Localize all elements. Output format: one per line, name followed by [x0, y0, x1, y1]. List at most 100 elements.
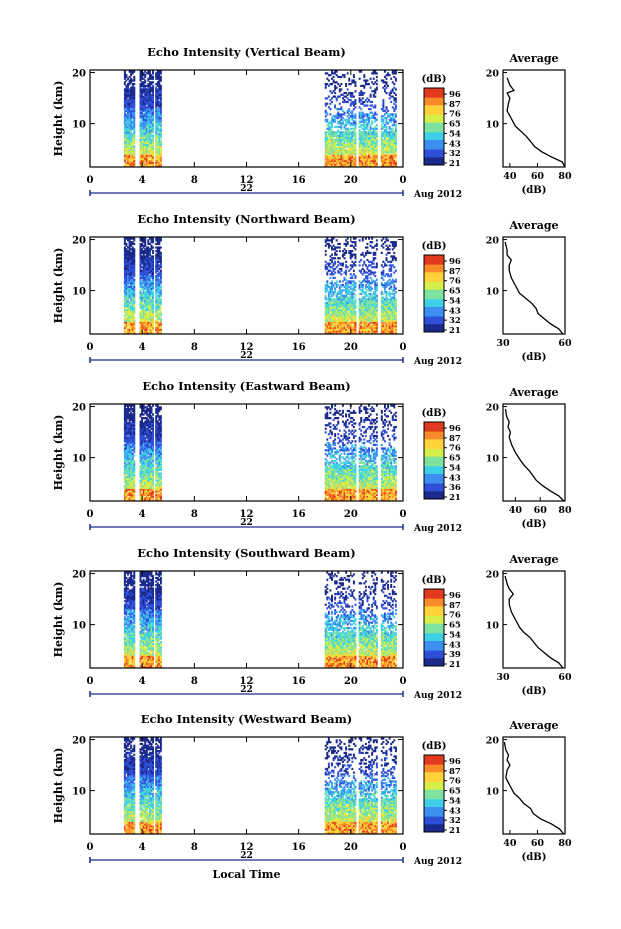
- heatmap-cell: [123, 287, 126, 290]
- heatmap-cell: [332, 138, 335, 141]
- heatmap-cell: [150, 115, 153, 118]
- heatmap-cell: [133, 255, 136, 258]
- heatmap-cell: [363, 120, 366, 123]
- heatmap-cell: [352, 149, 355, 152]
- heatmap-cell: [144, 163, 147, 166]
- heatmap-cells: [123, 70, 397, 168]
- heatmap-cell: [371, 133, 374, 136]
- heatmap-cell: [128, 136, 131, 139]
- heatmap-cell: [332, 159, 335, 163]
- heatmap-cell: [337, 161, 340, 164]
- heatmap-cell: [393, 152, 396, 155]
- heatmap-cell: [331, 134, 333, 138]
- heatmap-cell: [363, 158, 366, 161]
- heatmap-cell: [343, 165, 346, 168]
- heatmap-cell: [141, 251, 144, 254]
- heatmap-cell: [142, 291, 145, 294]
- heatmap-cell: [346, 149, 349, 152]
- heatmap-cell: [324, 143, 327, 146]
- heatmap-cell: [155, 120, 158, 123]
- heatmap-cell: [144, 91, 147, 95]
- heatmap-cell: [388, 143, 391, 146]
- heatmap-cell: [123, 310, 126, 313]
- heatmap-cell: [156, 113, 159, 116]
- heatmap-cell: [148, 74, 151, 77]
- heatmap-cell: [326, 152, 329, 155]
- colorbar-segment: [424, 113, 444, 116]
- heatmap-cell: [159, 150, 162, 154]
- heatmap-cell: [351, 156, 354, 159]
- heatmap-cell: [125, 109, 128, 113]
- heatmap-cell: [131, 158, 134, 161]
- heatmap-cell: [148, 97, 151, 100]
- heatmap-cell: [375, 134, 378, 138]
- heatmap-cell: [141, 300, 144, 303]
- heatmap-cell: [371, 136, 374, 139]
- heatmap-cell: [324, 154, 327, 157]
- heatmap-cell: [144, 156, 147, 159]
- heatmap-cell: [334, 165, 337, 168]
- heatmap-cell: [147, 122, 150, 125]
- heatmap-cell: [148, 115, 151, 118]
- heatmap-cell: [139, 154, 142, 157]
- heatmap-cell: [341, 116, 344, 120]
- heatmap-cell: [123, 328, 126, 331]
- heatmap-cell: [133, 131, 136, 134]
- heatmap-cell: [334, 86, 337, 89]
- heatmap-cell: [133, 253, 136, 256]
- heatmap-cell: [387, 115, 390, 118]
- heatmap-cell: [127, 138, 130, 141]
- panel-title: Echo Intensity (Eastward Beam): [142, 379, 350, 393]
- heatmap-cell: [371, 156, 374, 159]
- heatmap-cell: [363, 152, 366, 155]
- colorbar-tick-label: 54: [449, 129, 461, 139]
- heatmap-cell: [139, 145, 142, 148]
- heatmap-cell: [125, 152, 128, 155]
- heatmap-cell: [150, 145, 153, 148]
- heatmap-cell: [152, 143, 155, 146]
- heatmap-cell: [334, 134, 337, 138]
- heatmap-cell: [159, 75, 162, 79]
- heatmap-cell: [155, 116, 158, 120]
- heatmap-cell: [375, 163, 378, 166]
- heatmap-cell: [366, 116, 369, 120]
- heatmap-cell: [141, 283, 144, 287]
- heatmap-cell: [358, 147, 361, 150]
- heatmap-cell: [372, 129, 375, 132]
- heatmap-cell: [145, 138, 148, 141]
- heatmap-cell: [130, 163, 133, 166]
- heatmap-cell: [128, 127, 131, 130]
- heatmap-cell: [150, 99, 153, 102]
- heatmap-cell: [142, 124, 145, 127]
- heatmap-cell: [375, 248, 378, 251]
- heatmap-cell: [351, 127, 354, 130]
- heatmap-cell: [341, 165, 344, 168]
- heatmap-cell: [130, 325, 133, 328]
- heatmap-cell: [340, 165, 343, 168]
- heatmap-cell: [380, 116, 383, 120]
- heatmap-cell: [326, 134, 329, 138]
- heatmap-cell: [128, 287, 131, 290]
- heatmap-cell: [338, 143, 341, 146]
- heatmap-cell: [390, 273, 393, 276]
- heatmap-cell: [125, 269, 128, 272]
- heatmap-cell: [383, 150, 386, 154]
- heatmap-cell: [123, 305, 126, 308]
- heatmap-cell: [393, 122, 396, 125]
- heatmap-cell: [123, 271, 126, 274]
- heatmap-cell: [125, 278, 128, 281]
- heatmap-cell: [150, 122, 153, 125]
- heatmap-cell: [337, 111, 340, 114]
- heatmap-cell: [337, 134, 340, 138]
- heatmap-cell: [158, 74, 161, 77]
- heatmap-cell: [155, 75, 158, 79]
- heatmap-cell: [142, 102, 145, 105]
- heatmap-cell: [341, 131, 344, 134]
- heatmap-cell: [141, 159, 144, 163]
- heatmap-cell: [127, 141, 130, 145]
- heatmap-cell: [393, 83, 396, 86]
- heatmap-cell: [133, 129, 136, 132]
- heatmap-cell: [141, 314, 144, 317]
